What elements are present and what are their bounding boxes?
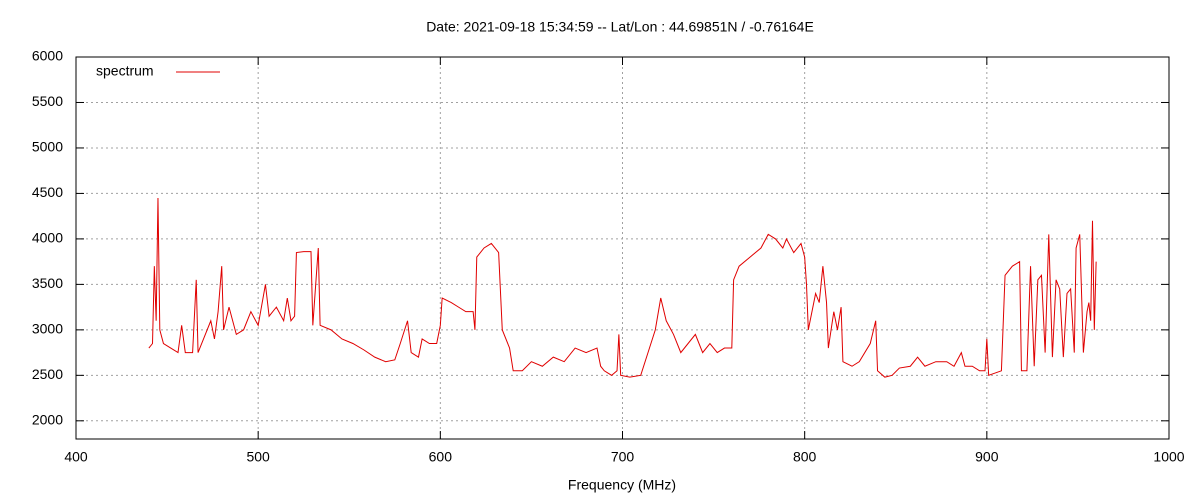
- y-tick-label: 4500: [32, 184, 63, 200]
- y-tick-label: 3500: [32, 275, 63, 291]
- y-tick-label: 4000: [32, 230, 63, 246]
- x-tick-label: 700: [611, 449, 635, 465]
- y-tick-label: 3000: [32, 321, 63, 337]
- series-line: [148, 197, 1097, 378]
- legend-label: spectrum: [96, 63, 154, 79]
- x-tick-label: 1000: [1153, 449, 1184, 465]
- y-tick-label: 2000: [32, 412, 63, 428]
- y-tick-label: 6000: [32, 48, 63, 64]
- x-tick-label: 500: [246, 449, 270, 465]
- x-tick-label: 600: [429, 449, 453, 465]
- y-tick-label: 2500: [32, 366, 63, 382]
- x-tick-label: 900: [975, 449, 999, 465]
- x-tick-label: 800: [793, 449, 817, 465]
- x-axis-label: Frequency (MHz): [568, 477, 676, 493]
- x-tick-label: 400: [64, 449, 88, 465]
- y-tick-label: 5500: [32, 93, 63, 109]
- y-tick-label: 5000: [32, 139, 63, 155]
- chart-title: Date: 2021-09-18 15:34:59 -- Lat/Lon : 4…: [426, 19, 814, 35]
- plot-frame: [75, 56, 1170, 440]
